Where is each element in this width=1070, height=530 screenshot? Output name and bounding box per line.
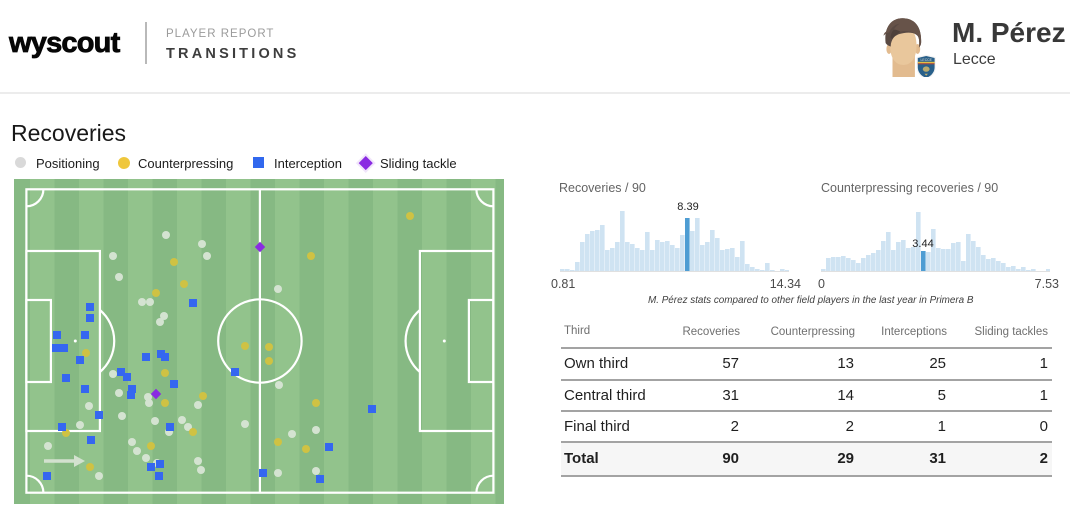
svg-text:LECCE: LECCE: [921, 58, 933, 62]
